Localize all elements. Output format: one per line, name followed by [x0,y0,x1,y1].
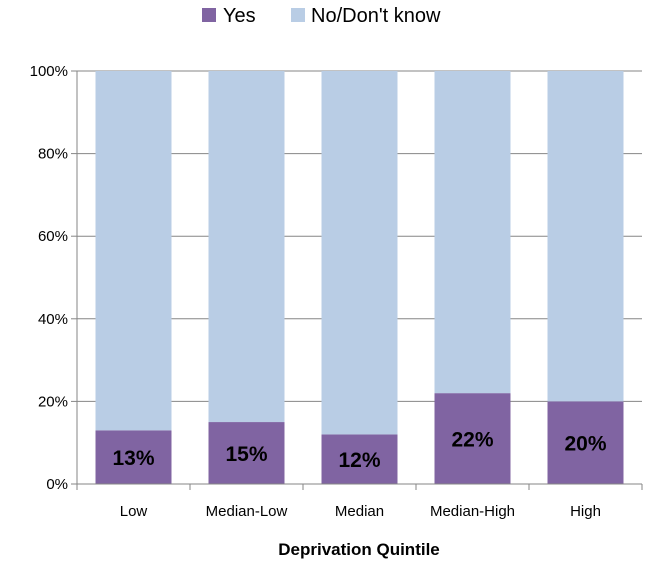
x-axis-title: Deprivation Quintile [278,540,440,559]
legend-swatch-yes [202,8,216,22]
y-tick-label: 100% [30,63,68,80]
bar-no-don-t-know-low [95,71,172,431]
x-axis: Low Median-Low Median Median-High High [76,483,643,520]
legend-label-yes: Yes [223,5,256,27]
y-tick-label: 20% [38,393,68,410]
bar-no-don-t-know-median-high [434,71,511,394]
y-tick-label: 40% [38,311,68,328]
y-tick-label: 0% [46,476,68,493]
bar-yes-median [321,434,398,484]
data-label-median-low: 15% [225,443,267,466]
x-tick-label-median-high: Median-High [430,503,515,520]
x-tick-label-median: Median [335,503,384,520]
x-tick-label-high: High [570,503,601,520]
legend-swatch-no-dont-know [291,8,305,22]
legend-label-no-dont-know: No/Don't know [311,5,441,27]
bar-no-don-t-know-high [547,71,624,402]
bar-no-don-t-know-median [321,71,398,435]
bar-yes-median-low [208,422,285,484]
y-tick-label: 80% [38,146,68,163]
data-labels: 13% 15% 12% 22% 20% [112,429,606,473]
x-tick-label-median-low: Median-Low [206,503,288,520]
data-label-median-high: 22% [451,429,493,452]
bars [95,71,624,484]
data-label-median: 12% [338,449,380,472]
x-tick-label-low: Low [120,503,148,520]
bar-yes-low [95,430,172,484]
bar-yes-median-high [434,393,511,484]
y-axis: 0% 20% 40% 60% 80% 100% [30,63,78,493]
y-tick-label: 60% [38,228,68,245]
bar-yes-high [547,401,624,484]
legend: Yes No/Don't know [202,5,441,27]
data-label-low: 13% [112,447,154,470]
data-label-high: 20% [564,433,606,456]
bar-no-don-t-know-median-low [208,71,285,423]
